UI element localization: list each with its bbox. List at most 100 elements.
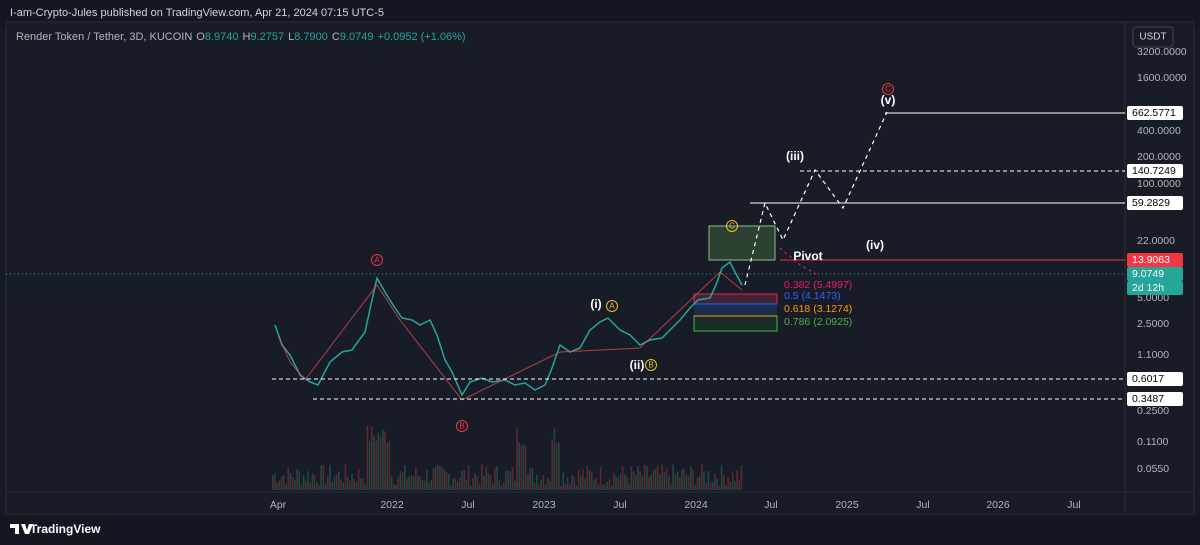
brand: TradingView [30,522,101,536]
price-tag-label: 140.7249 [1132,165,1176,177]
volume-bar [307,471,309,490]
wave-label: B [459,422,464,431]
target-box [708,225,776,261]
volume-bar [613,472,615,490]
price-tag-label: 0.3487 [1132,393,1164,405]
volume-bar [507,470,509,490]
volume-bar [377,432,380,490]
logo [10,524,33,534]
volume-bar [672,464,674,490]
volume-bar [703,471,705,490]
volume-bar [566,477,569,490]
volume-bar [373,435,375,490]
volume-bar [659,474,661,490]
volume-bar [529,467,531,490]
volume-bar [386,443,388,490]
volume-bar [615,476,617,490]
volume-bar [406,478,408,490]
y-tick-label: 1600.0000 [1137,72,1187,84]
volume-bar [606,481,608,490]
volume-bar [316,482,318,490]
volume-bar [287,466,289,490]
volume-bar [518,442,520,490]
volume-bar [432,469,435,490]
price-tag [1127,267,1183,281]
volume-bar [368,440,371,490]
currency[interactable]: USDT [1139,32,1166,43]
wave-projection [744,111,888,286]
volume-bar [734,480,736,490]
volume-bar [595,478,597,490]
volume-bar [591,471,593,490]
volume-bar [338,471,340,490]
volume-bar [375,440,377,490]
volume-bar [676,471,679,490]
volume-bar [459,477,461,490]
volume-bar [360,478,362,490]
y-tick-label: 22.0000 [1137,235,1175,247]
volume-bar [274,473,276,490]
volume-bar [694,484,696,490]
volume-bar [617,477,619,490]
volume-bar [456,481,459,490]
volume-bar [346,476,349,490]
volume-bar [604,484,606,490]
volume-bar [514,480,516,490]
volume-bar [450,485,452,490]
price-tag [1127,253,1183,267]
volume-bar [635,475,637,490]
volume-bar [668,476,670,490]
volume-bar [500,485,503,490]
x-tick-label: Apr [270,499,287,511]
x-tick-label: Jul [461,499,474,511]
volume-bar [294,479,296,490]
volume-bar [353,478,355,490]
volume-bar [448,473,450,490]
x-tick-label: Jul [916,499,929,511]
x-tick-label: 2025 [835,499,859,511]
volume-bar [355,482,358,490]
price-tag-label: 59.2829 [1132,197,1170,209]
x-tick-label: 2023 [532,499,556,511]
volume-bar [511,466,514,490]
volume-bar [575,485,578,490]
x-tick-label: 2022 [380,499,404,511]
volume-bar [628,483,630,490]
volume-bar [489,475,492,490]
volume-bar [417,476,419,490]
wave-label: (iv) [866,238,884,252]
volume-bar [661,464,663,490]
volume-bar [551,439,553,490]
volume-bar [296,468,298,490]
volume-bar [696,477,699,490]
volume-bar [340,479,342,490]
volume-bar [505,470,507,490]
price-line [274,260,743,397]
wave-marker [456,420,468,432]
y-tick-label: 100.0000 [1137,178,1181,190]
price-tag [1127,164,1183,178]
volume-bar [630,466,633,490]
volume-bar [483,475,485,490]
volume-bar [362,478,364,490]
currency-button[interactable] [1132,26,1174,48]
y-tick-label: 400.0000 [1137,125,1181,137]
x-tick-label: 2024 [684,499,708,511]
volume-bar [421,480,424,490]
volume-bar [503,482,505,490]
volume-bar [487,473,490,490]
wave-label: (i) [590,297,601,311]
volume-bar [318,484,320,490]
volume-bar [562,472,564,490]
volume-bar [577,469,580,490]
volume-bar [494,468,496,490]
volume-bar [426,469,428,490]
wave-marker [645,359,657,371]
volume-bar [648,476,650,490]
wave-marker [606,300,618,312]
volume-bar [324,483,327,490]
volume-bar [291,476,294,490]
volume-bar [736,469,738,490]
volume-bar [410,475,413,490]
volume-bar [305,480,307,490]
